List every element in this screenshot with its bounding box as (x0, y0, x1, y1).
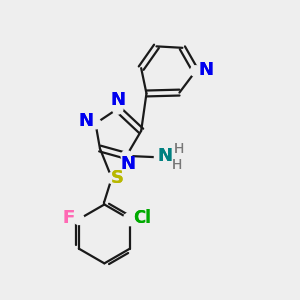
Text: Cl: Cl (133, 209, 151, 227)
Text: N: N (79, 112, 94, 130)
Text: F: F (63, 209, 75, 227)
Text: N: N (120, 155, 135, 173)
Circle shape (154, 152, 166, 163)
Text: H: H (173, 142, 184, 156)
Text: S: S (110, 169, 124, 187)
Text: N: N (158, 147, 172, 165)
Circle shape (123, 213, 136, 226)
Circle shape (106, 173, 117, 183)
Text: N: N (120, 155, 135, 173)
Text: H: H (171, 158, 182, 172)
Text: N: N (198, 61, 213, 80)
Text: Cl: Cl (133, 209, 151, 227)
Circle shape (90, 118, 101, 129)
Circle shape (121, 151, 132, 161)
Text: S: S (110, 169, 124, 187)
Text: N: N (158, 147, 172, 165)
Circle shape (74, 214, 84, 224)
Circle shape (112, 103, 123, 114)
Text: N: N (79, 112, 94, 130)
Text: N: N (110, 91, 125, 109)
Text: N: N (110, 91, 125, 109)
Text: H: H (171, 158, 182, 172)
Circle shape (190, 66, 201, 76)
Text: F: F (63, 209, 75, 227)
Text: H: H (173, 142, 184, 156)
Text: N: N (198, 61, 213, 80)
